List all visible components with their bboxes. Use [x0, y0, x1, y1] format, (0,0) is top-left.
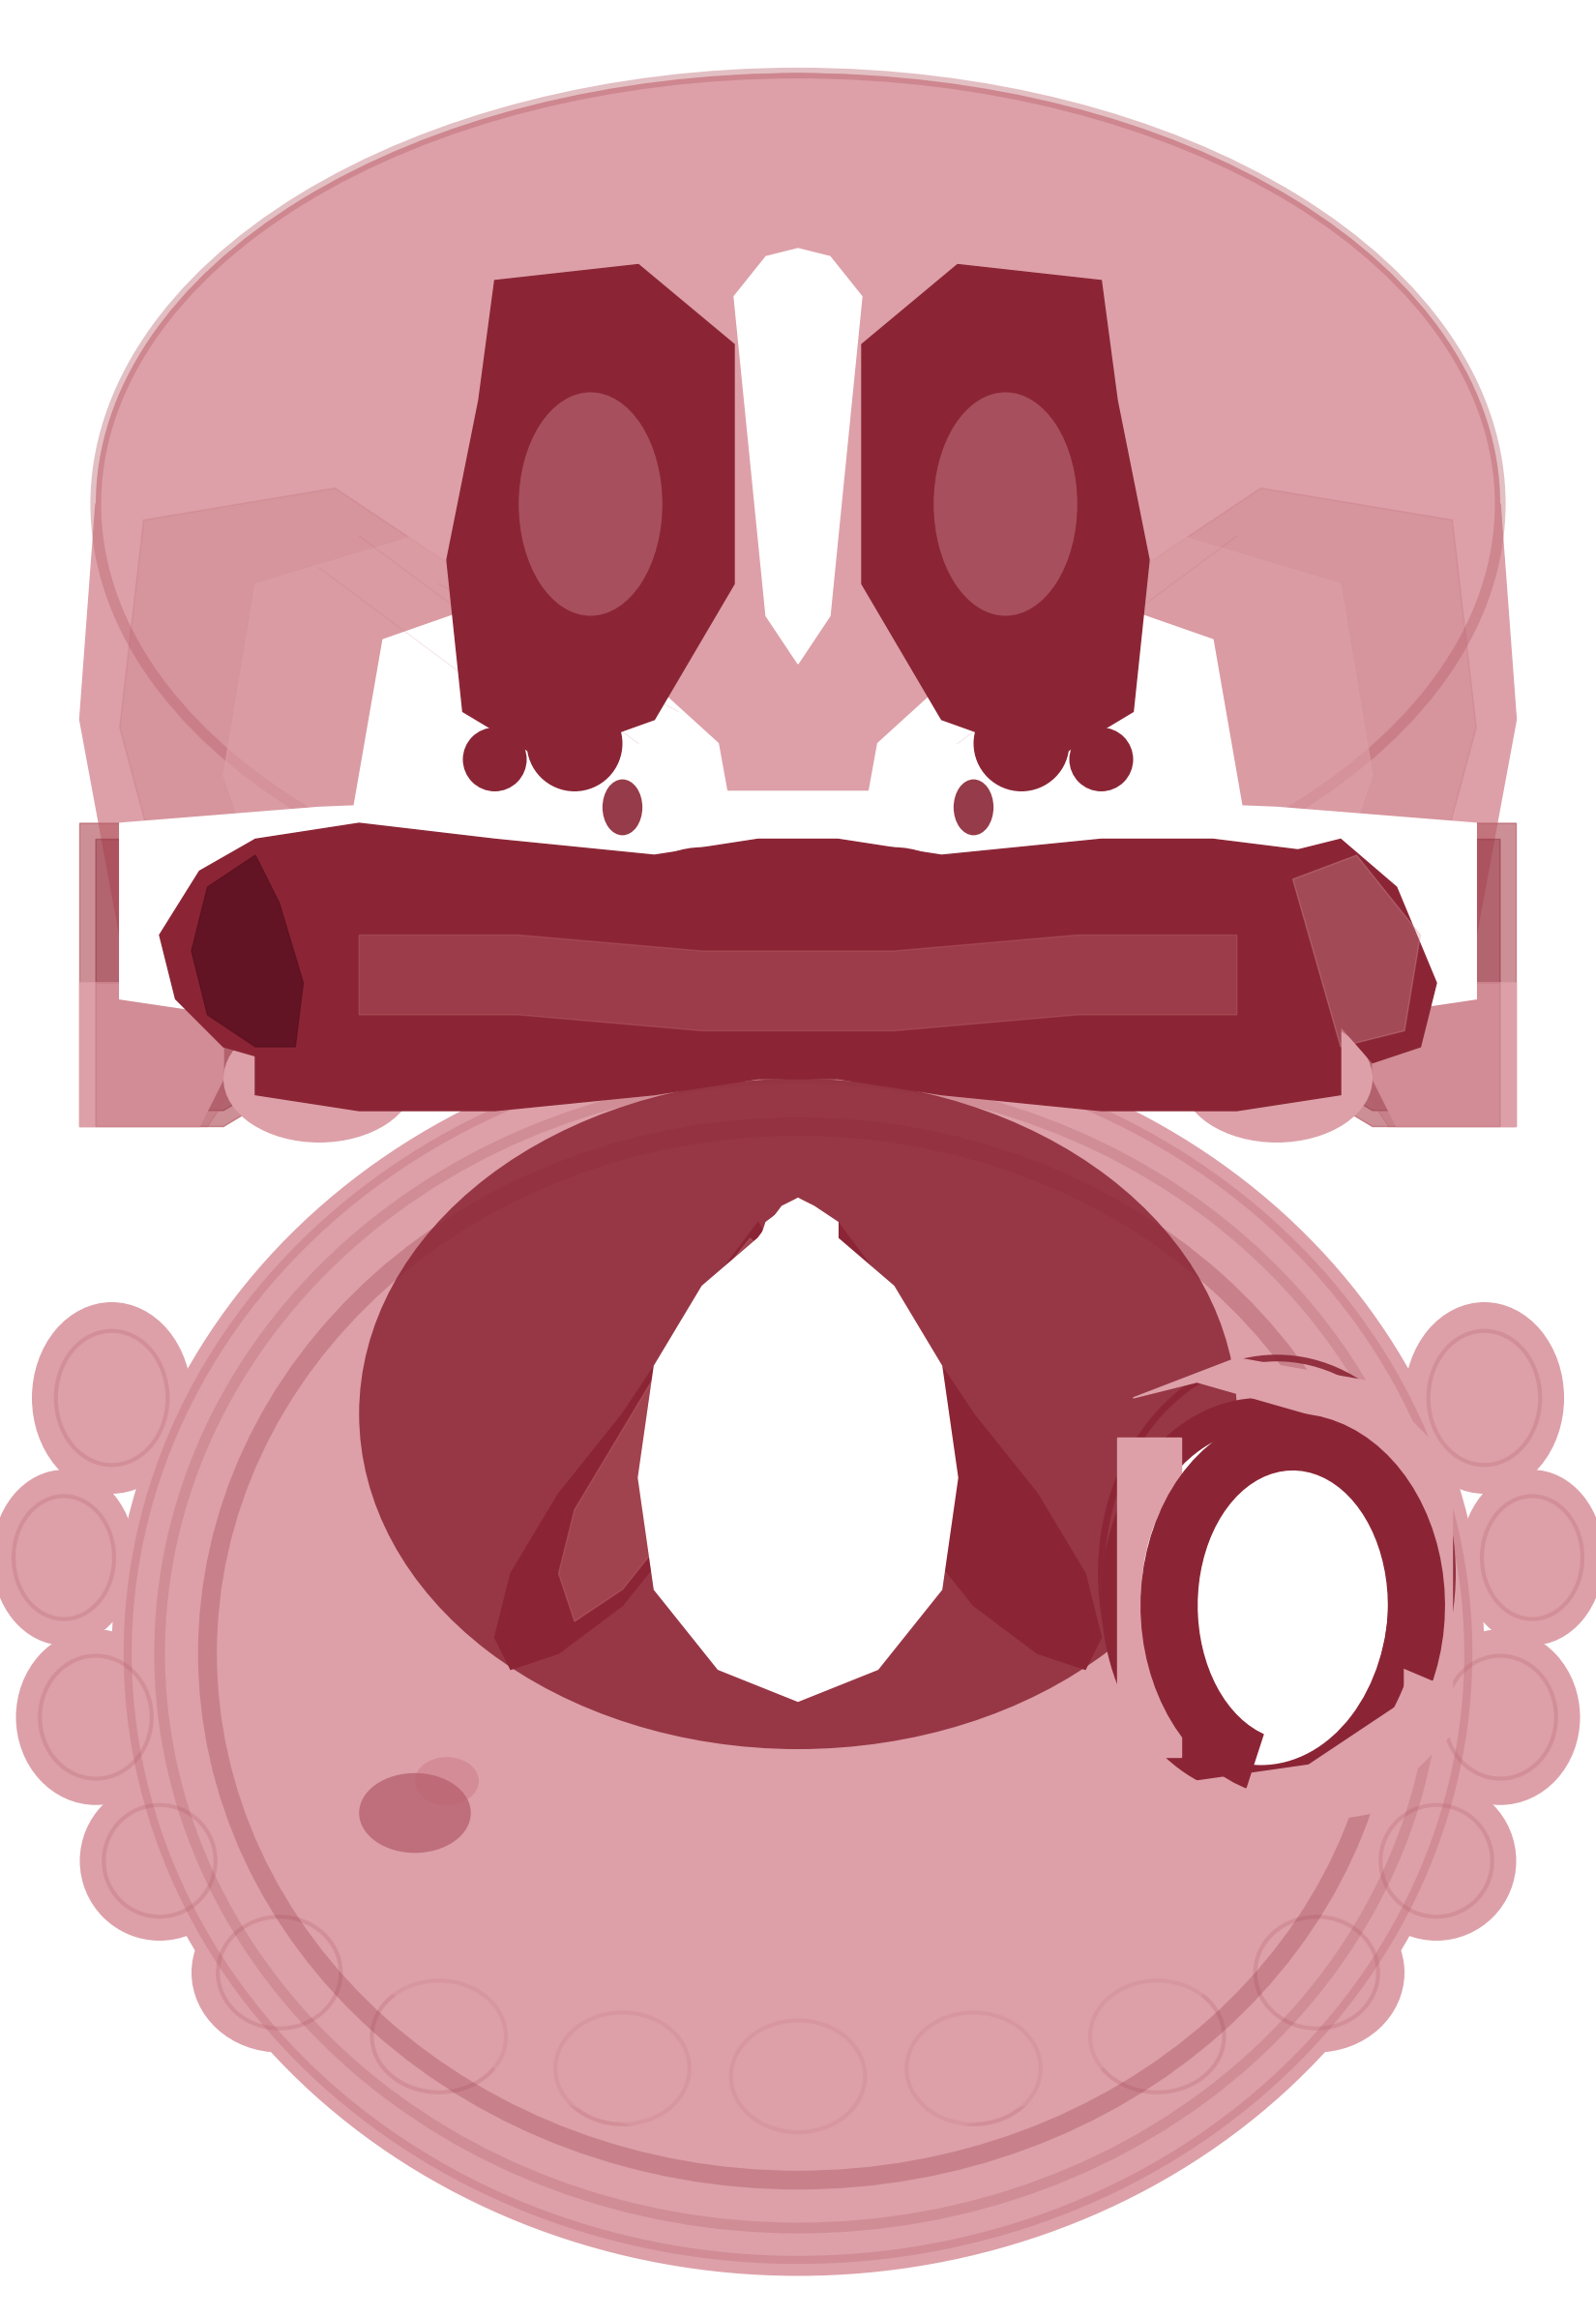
Ellipse shape	[1460, 1469, 1596, 1645]
Ellipse shape	[974, 695, 1069, 792]
Polygon shape	[359, 936, 1237, 1031]
Polygon shape	[1293, 839, 1500, 1110]
Ellipse shape	[1229, 1893, 1404, 2053]
Polygon shape	[96, 982, 239, 1126]
Ellipse shape	[463, 728, 527, 792]
Ellipse shape	[343, 1956, 535, 2115]
Ellipse shape	[750, 848, 846, 959]
Ellipse shape	[654, 88, 814, 280]
Polygon shape	[96, 839, 303, 1110]
Polygon shape	[255, 823, 1341, 1110]
Ellipse shape	[603, 779, 642, 834]
Ellipse shape	[1061, 1956, 1253, 2115]
Ellipse shape	[622, 848, 782, 992]
Ellipse shape	[527, 1988, 718, 2148]
Polygon shape	[1357, 982, 1500, 1126]
Polygon shape	[120, 489, 758, 1015]
Polygon shape	[447, 264, 734, 760]
Ellipse shape	[1181, 1015, 1373, 1142]
Ellipse shape	[359, 1080, 1237, 1749]
Polygon shape	[838, 456, 1516, 1031]
Polygon shape	[1133, 1358, 1452, 1837]
Ellipse shape	[954, 779, 993, 834]
Polygon shape	[638, 1198, 958, 1701]
Polygon shape	[1373, 982, 1516, 1126]
Ellipse shape	[239, 1158, 1357, 2148]
Polygon shape	[750, 1198, 846, 1270]
Ellipse shape	[1141, 1439, 1381, 1756]
Polygon shape	[838, 489, 1476, 1015]
Ellipse shape	[1021, 992, 1181, 1103]
Ellipse shape	[1404, 1302, 1564, 1494]
Ellipse shape	[80, 1782, 239, 1942]
Ellipse shape	[814, 848, 974, 992]
Polygon shape	[846, 584, 1245, 950]
Polygon shape	[1293, 823, 1516, 1126]
Polygon shape	[734, 248, 862, 663]
Polygon shape	[80, 823, 303, 1126]
Polygon shape	[495, 1223, 814, 1668]
Ellipse shape	[782, 88, 942, 280]
Ellipse shape	[1101, 1397, 1420, 1798]
Ellipse shape	[415, 992, 575, 1103]
Ellipse shape	[0, 1469, 136, 1645]
Ellipse shape	[527, 695, 622, 792]
Polygon shape	[862, 264, 1149, 760]
Polygon shape	[223, 535, 750, 982]
Polygon shape	[351, 584, 750, 950]
Polygon shape	[782, 1223, 1101, 1668]
Ellipse shape	[1357, 1782, 1516, 1942]
Ellipse shape	[32, 1302, 192, 1494]
Ellipse shape	[934, 392, 1077, 616]
Ellipse shape	[654, 74, 942, 329]
Ellipse shape	[112, 1031, 1484, 2275]
Ellipse shape	[415, 1756, 479, 1805]
Polygon shape	[160, 839, 319, 1064]
Polygon shape	[1293, 855, 1420, 1047]
Polygon shape	[1141, 1413, 1444, 1789]
Ellipse shape	[1069, 728, 1133, 792]
Ellipse shape	[702, 1997, 894, 2157]
Polygon shape	[846, 535, 1373, 982]
Ellipse shape	[223, 1015, 415, 1142]
Ellipse shape	[1205, 1478, 1381, 1733]
Polygon shape	[559, 1237, 782, 1622]
Ellipse shape	[359, 1773, 471, 1854]
Polygon shape	[192, 855, 303, 1047]
Ellipse shape	[96, 74, 1500, 936]
Ellipse shape	[1133, 1430, 1389, 1766]
Ellipse shape	[878, 1988, 1069, 2148]
Polygon shape	[80, 982, 223, 1126]
Ellipse shape	[223, 74, 1373, 776]
Ellipse shape	[1420, 1629, 1580, 1805]
Ellipse shape	[192, 1893, 367, 2053]
Polygon shape	[1277, 839, 1436, 1064]
Polygon shape	[120, 792, 1476, 1031]
Polygon shape	[80, 456, 758, 1031]
Ellipse shape	[16, 1629, 176, 1805]
Ellipse shape	[519, 392, 662, 616]
Polygon shape	[1117, 1439, 1181, 1756]
